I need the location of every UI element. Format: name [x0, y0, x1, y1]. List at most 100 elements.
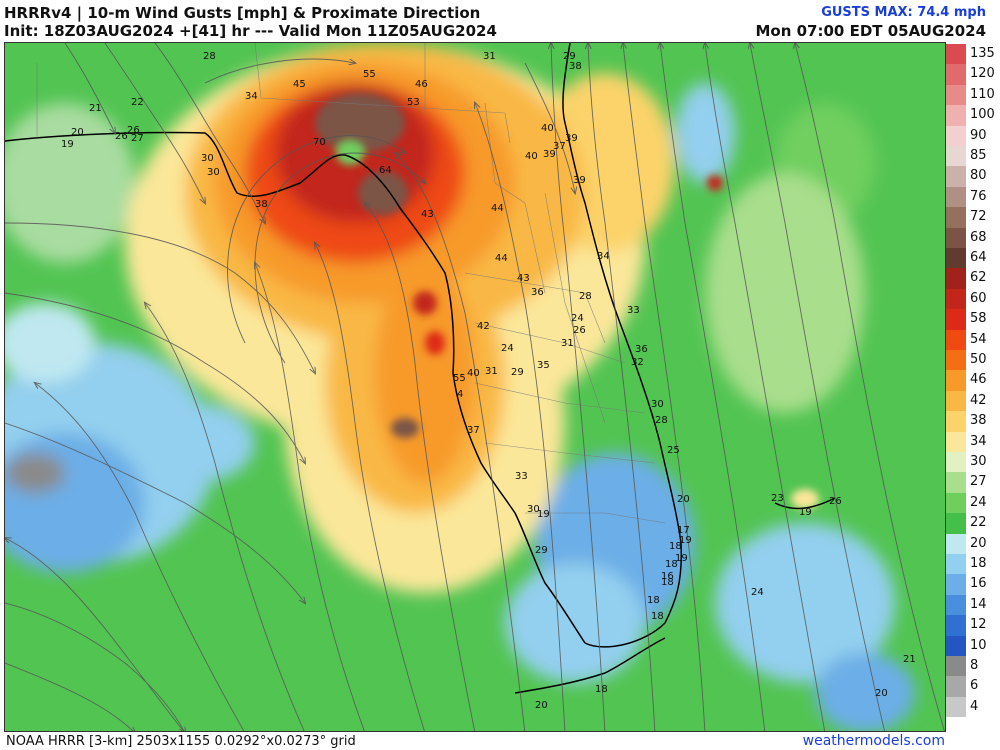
- colorbar-swatch: [946, 248, 966, 269]
- gust-value-label: 34: [597, 251, 610, 262]
- gust-value-label: 35: [537, 360, 550, 371]
- colorbar-swatch: [946, 513, 966, 534]
- gust-value-label: 29: [535, 545, 548, 556]
- colorbar-label: 20: [970, 535, 987, 551]
- colorbar-label: 58: [970, 311, 987, 327]
- colorbar-swatch: [946, 696, 966, 718]
- gust-value-label: 28: [203, 51, 216, 62]
- colorbar-entry: 72: [946, 207, 1000, 228]
- colorbar-swatch: [946, 166, 966, 187]
- gust-value-label: 29: [563, 51, 576, 62]
- colorbar-swatch: [946, 594, 966, 616]
- colorbar-swatch: [946, 492, 966, 514]
- colorbar-legend: 135 120 110 100 90 85 80 76 72 68 64 62 60 58 54 50 46 42…: [946, 44, 1000, 718]
- colorbar-swatch: [946, 329, 966, 350]
- colorbar-label: 12: [970, 617, 987, 633]
- colorbar-label: 4: [970, 698, 979, 714]
- colorbar-entry: 27: [946, 472, 1000, 493]
- colorbar-entry: 22: [946, 513, 1000, 534]
- gust-value-label: 40: [525, 151, 538, 162]
- colorbar-entry: 68: [946, 227, 1000, 248]
- gust-value-label: 39: [573, 175, 586, 186]
- init-valid-line: Init: 18Z03AUG2024 +[41] hr --- Valid Mo…: [4, 22, 497, 40]
- county-boundaries: [36, 43, 666, 524]
- colorbar-entry: 18: [946, 554, 1000, 575]
- gust-value-label: 32: [631, 357, 644, 368]
- gust-value-label: 43: [517, 273, 530, 284]
- colorbar-swatch: [946, 105, 966, 126]
- gust-value-label: 43: [421, 209, 434, 220]
- gust-value-label: 39: [543, 149, 556, 160]
- colorbar-label: 46: [970, 372, 987, 388]
- coastline: [5, 43, 836, 694]
- colorbar-label: 120: [970, 66, 995, 82]
- gust-value-label: 29: [511, 367, 524, 378]
- gust-value-label: 4: [457, 389, 463, 400]
- gust-value-label: 31: [485, 366, 498, 377]
- gust-value-label: 25: [667, 445, 680, 456]
- gust-value-label: 21: [903, 654, 916, 665]
- gust-value-label: 37: [467, 425, 480, 436]
- gust-value-label: 38: [569, 61, 582, 72]
- colorbar-swatch: [946, 656, 966, 677]
- colorbar-label: 76: [970, 188, 987, 204]
- gust-value-label: 30: [651, 399, 664, 410]
- gust-value-label: 19: [61, 139, 74, 150]
- gust-value-label: 44: [495, 253, 508, 264]
- gust-value-label: 36: [531, 287, 544, 298]
- colorbar-label: 22: [970, 515, 987, 531]
- gust-value-label: 18: [595, 684, 608, 695]
- gust-value-label: 24: [501, 343, 514, 354]
- colorbar-label: 85: [970, 148, 987, 163]
- gust-value-label: 24: [751, 587, 764, 598]
- colorbar-entry: 90: [946, 125, 1000, 146]
- gust-value-label: 20: [677, 494, 690, 505]
- colorbar-entry: 58: [946, 309, 1000, 330]
- gust-value-label: 26: [829, 496, 842, 507]
- colorbar-label: 42: [970, 392, 987, 408]
- colorbar-entry: 100: [946, 105, 1000, 126]
- colorbar-entry: 85: [946, 146, 1000, 167]
- colorbar-label: 135: [970, 46, 995, 61]
- colorbar-label: 60: [970, 290, 987, 306]
- colorbar-label: 54: [970, 331, 987, 347]
- gust-value-label: 45: [293, 79, 306, 90]
- gust-value-label: 26: [127, 125, 140, 136]
- colorbar-label: 34: [970, 433, 987, 449]
- colorbar-swatch: [946, 574, 966, 595]
- gust-value-label: 34: [245, 91, 258, 102]
- model-grid-info: NOAA HRRR [3-km] 2503x1155 0.0292°x0.027…: [6, 734, 356, 749]
- colorbar-entry: 46: [946, 370, 1000, 391]
- gust-value-label: 28: [579, 291, 592, 302]
- colorbar-entry: 6: [946, 676, 1000, 697]
- gust-value-label: 19: [537, 509, 550, 520]
- gust-value-label: 18: [661, 577, 674, 588]
- colorbar-swatch: [946, 554, 966, 575]
- gust-value-label: 26: [573, 325, 586, 336]
- colorbar-swatch: [946, 64, 966, 85]
- gust-value-label: 33: [515, 471, 528, 482]
- colorbar-swatch: [946, 288, 966, 310]
- colorbar-entry: 54: [946, 329, 1000, 350]
- gust-value-label: 40: [541, 123, 554, 134]
- colorbar-entry: 80: [946, 166, 1000, 187]
- gusts-max-label: GUSTS MAX: 74.4 mph: [821, 5, 986, 20]
- colorbar-label: 8: [970, 658, 979, 673]
- gust-value-label: 20: [535, 700, 548, 711]
- gust-value-label: 38: [255, 199, 268, 210]
- colorbar-swatch: [946, 207, 966, 228]
- colorbar-entry: 135: [946, 44, 1000, 65]
- gust-value-label: 30: [207, 167, 220, 178]
- gust-value-label: 64: [379, 165, 392, 176]
- gust-value-label: 17: [677, 525, 690, 536]
- colorbar-entry: 20: [946, 533, 1000, 554]
- gust-value-label: 33: [627, 305, 640, 316]
- colorbar-entry: 120: [946, 64, 1000, 85]
- gust-value-label: 39: [565, 133, 578, 144]
- map-panel: 28 31 29 38 55 45 46 34 53 21 22 20 26 26 27 19 70 40 39 37…: [4, 42, 946, 732]
- colorbar-swatch: [946, 676, 966, 697]
- gust-value-label: 22: [131, 97, 144, 108]
- gust-value-label: 16: [661, 571, 674, 582]
- colorbar-entry: 42: [946, 390, 1000, 412]
